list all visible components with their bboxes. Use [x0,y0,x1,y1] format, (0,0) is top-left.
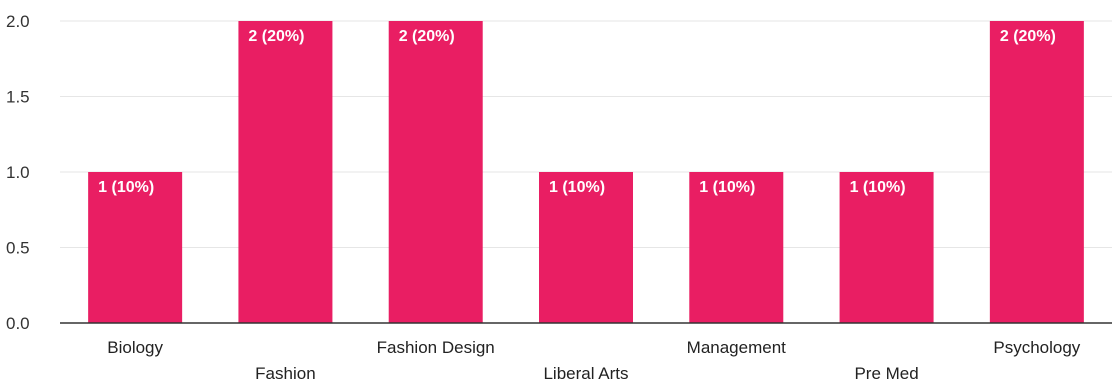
bar [539,172,633,323]
x-tick-label: Psychology [993,338,1080,357]
y-tick-label: 1.5 [6,88,30,107]
bar [839,172,934,323]
x-tick-label: Management [687,338,787,357]
x-axis-categories: Biology Fashion Fashion Design Liberal Arts… [107,338,1081,383]
y-tick-label: 0.0 [6,314,30,333]
data-label: 2 (20%) [399,28,455,45]
x-tick-label: Pre Med [854,364,918,383]
y-axis-ticks: 0.0 0.5 1.0 1.5 2.0 [6,12,30,333]
x-tick-label: Fashion Design [377,338,495,357]
y-tick-label: 0.5 [6,239,30,258]
x-tick-label: Liberal Arts [543,364,628,383]
bar [989,21,1084,323]
y-tick-label: 1.0 [6,163,30,182]
x-tick-label: Fashion [255,364,315,383]
data-label: 1 (10%) [850,179,906,196]
data-labels: 1 (10%) 2 (20%) 2 (20%) 1 (10%) 1 (10%) 1 (10… [98,28,1056,196]
bar [689,172,784,323]
data-label: 2 (20%) [248,28,304,45]
x-tick-label: Biology [107,338,163,357]
data-label: 1 (10%) [699,179,755,196]
data-label: 2 (20%) [1000,28,1056,45]
bar [238,21,333,323]
bar [88,172,183,323]
data-label: 1 (10%) [549,179,605,196]
bars [88,21,1084,323]
y-tick-label: 2.0 [6,12,30,31]
data-label: 1 (10%) [98,179,154,196]
bar [388,21,483,323]
